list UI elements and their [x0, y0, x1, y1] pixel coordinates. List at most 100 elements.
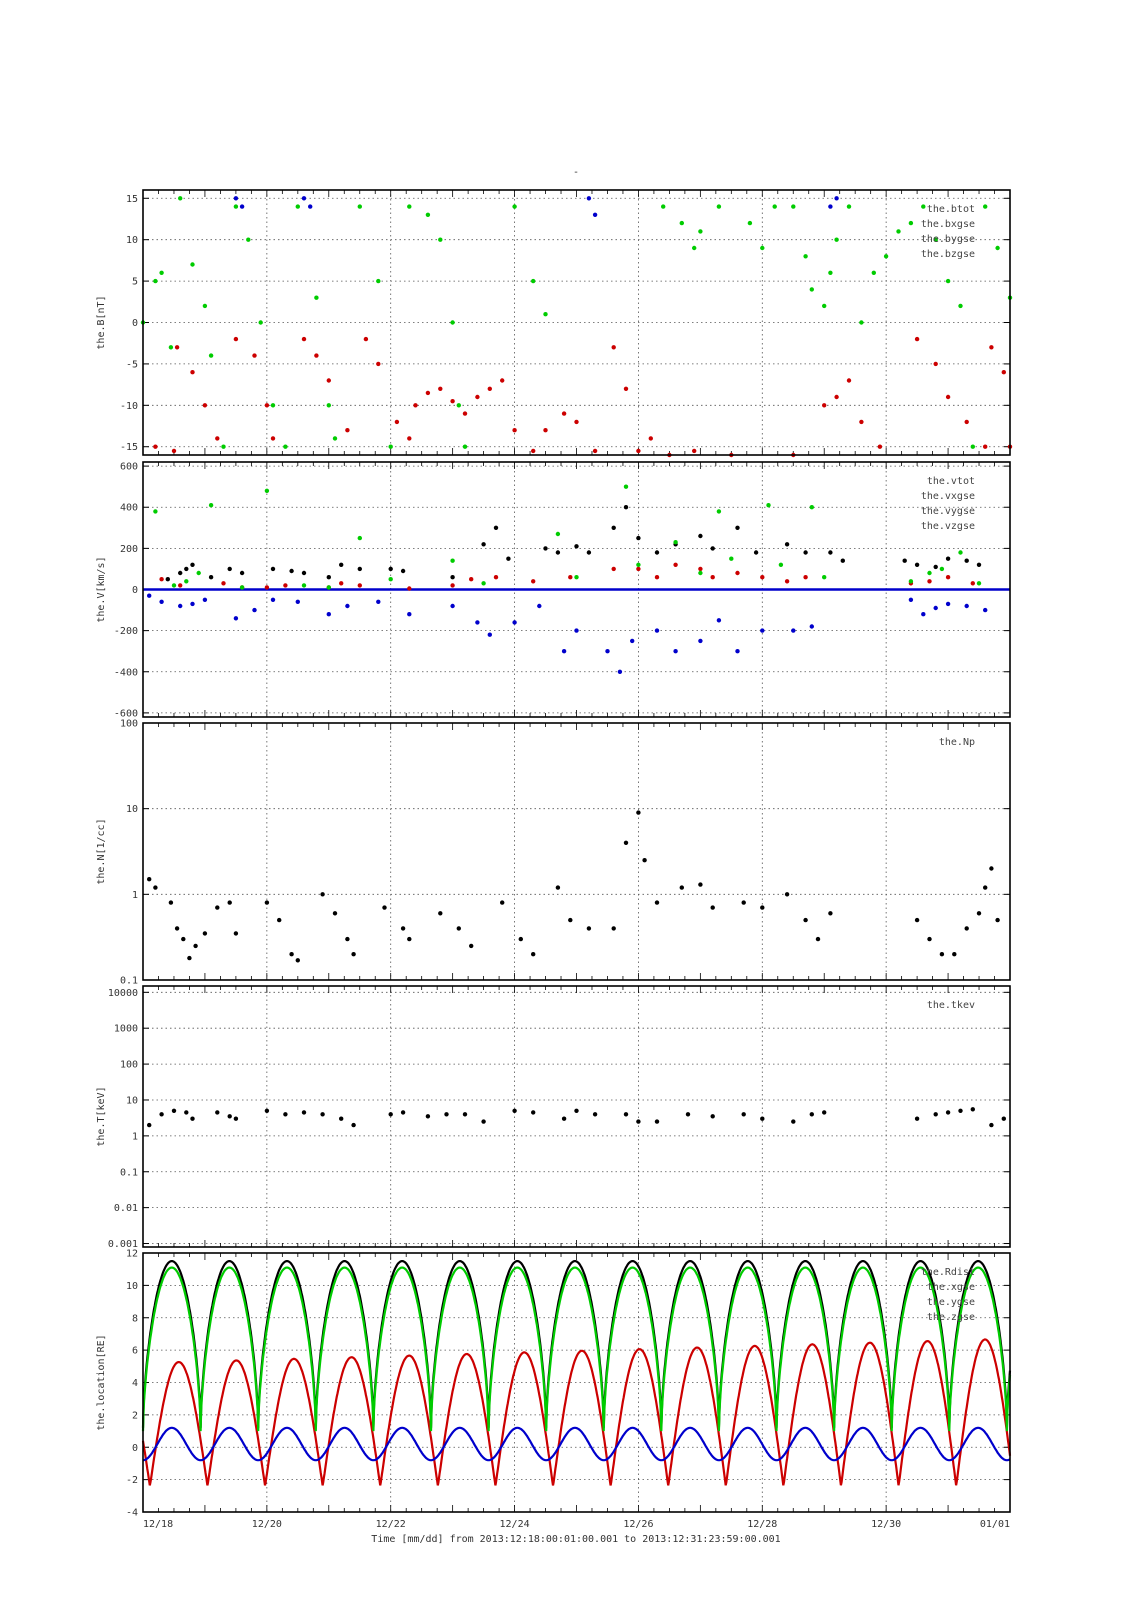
- data-point: [927, 570, 932, 576]
- data-point: [983, 607, 988, 613]
- data-point: [332, 436, 338, 441]
- y-tick-label: -600: [114, 708, 138, 719]
- data-point: [481, 1119, 486, 1124]
- data-point: [518, 936, 523, 942]
- data-point: [698, 882, 703, 887]
- data-point: [735, 570, 740, 576]
- data-point: [636, 535, 641, 541]
- data-point: [574, 575, 579, 580]
- data-point: [178, 196, 183, 201]
- data-point: [184, 566, 189, 572]
- data-point: [531, 579, 536, 584]
- data-point: [636, 448, 641, 454]
- data-point: [147, 877, 152, 882]
- series-the.tkev: [147, 1107, 1006, 1128]
- data-point: [654, 900, 660, 905]
- data-point: [846, 204, 852, 209]
- data-point: [407, 612, 412, 617]
- data-point: [784, 579, 790, 584]
- data-point: [171, 1108, 177, 1114]
- panel-1: -15 -10 -5 0 5 10 15 the.B[nT] the.btot the.bxgse…: [96, 189, 1013, 458]
- data-point: [685, 1112, 691, 1117]
- data-point: [828, 270, 833, 275]
- data-point: [493, 525, 499, 530]
- series-the.Np: [147, 810, 1000, 963]
- data-point: [283, 1112, 288, 1117]
- data-point: [859, 320, 864, 325]
- data-point: [264, 900, 270, 905]
- data-point: [989, 345, 994, 350]
- data-point: [958, 550, 963, 555]
- data-point: [252, 607, 257, 613]
- data-point: [698, 533, 703, 539]
- data-point: [543, 428, 548, 433]
- data-point: [388, 566, 393, 572]
- data-point: [196, 570, 201, 576]
- data-point: [351, 1122, 356, 1128]
- data-point: [462, 411, 468, 416]
- data-point: [574, 628, 579, 633]
- data-point: [636, 562, 641, 567]
- data-point: [568, 917, 573, 923]
- data-point: [400, 568, 406, 574]
- time-tick-label: 12/22: [376, 1519, 406, 1530]
- data-point: [939, 952, 945, 957]
- data-point: [202, 303, 208, 309]
- data-point: [945, 575, 951, 580]
- data-point: [239, 585, 245, 590]
- data-point: [710, 546, 715, 551]
- data-point: [592, 212, 598, 217]
- data-point: [184, 1110, 189, 1115]
- data-point: [190, 1116, 195, 1121]
- data-point: [438, 237, 443, 242]
- data-point: [506, 556, 511, 561]
- panel-frame: [142, 722, 1011, 981]
- data-point: [834, 237, 839, 242]
- data-point: [438, 911, 443, 916]
- data-point: [760, 1116, 765, 1121]
- data-point: [877, 444, 883, 449]
- series-the.ygse: [141, 1266, 1012, 1432]
- time-tick-label: 12/18: [143, 1519, 173, 1530]
- data-point: [345, 936, 350, 942]
- panel-3: 0.1 1 10 100 the.N[1/cc] the.Np: [96, 719, 1011, 987]
- data-point: [227, 900, 232, 905]
- figure-title: -: [573, 167, 579, 178]
- data-point: [153, 278, 158, 284]
- data-point: [351, 952, 356, 957]
- data-point: [264, 403, 270, 408]
- data-point: [710, 905, 715, 910]
- y-tick-label: 1: [132, 1131, 138, 1142]
- panel-frame: [142, 985, 1011, 1248]
- legend-entry: the.vygse: [921, 506, 975, 517]
- data-point: [531, 448, 536, 454]
- data-point: [326, 403, 331, 408]
- legend-entry: the.vxgse: [921, 491, 975, 502]
- data-point: [357, 566, 362, 572]
- data-point: [543, 312, 548, 317]
- series-the.bzgse: [233, 196, 839, 217]
- data-point: [345, 428, 350, 433]
- y-tick-label: -10: [120, 401, 138, 412]
- data-point: [859, 419, 864, 425]
- data-point: [654, 550, 660, 555]
- data-point: [809, 1112, 814, 1117]
- data-point: [611, 566, 616, 572]
- data-point: [295, 958, 300, 963]
- data-point: [605, 649, 610, 654]
- data-point: [555, 531, 561, 537]
- data-point: [927, 579, 932, 584]
- time-axis-label: Time [mm/dd] from 2013:12:18:00:01:00.00…: [371, 1534, 780, 1545]
- data-point: [357, 535, 362, 541]
- legend-entry: the.tkev: [927, 1000, 975, 1011]
- time-tick-label: 01/01: [980, 1519, 1010, 1530]
- data-point: [326, 575, 331, 580]
- data-point: [834, 196, 839, 201]
- data-point: [933, 361, 938, 367]
- data-point: [295, 204, 300, 209]
- data-point: [945, 1110, 951, 1115]
- data-point: [586, 196, 592, 201]
- legend-entry: the.bxgse: [921, 219, 975, 230]
- y-tick-label: 10000: [108, 988, 138, 999]
